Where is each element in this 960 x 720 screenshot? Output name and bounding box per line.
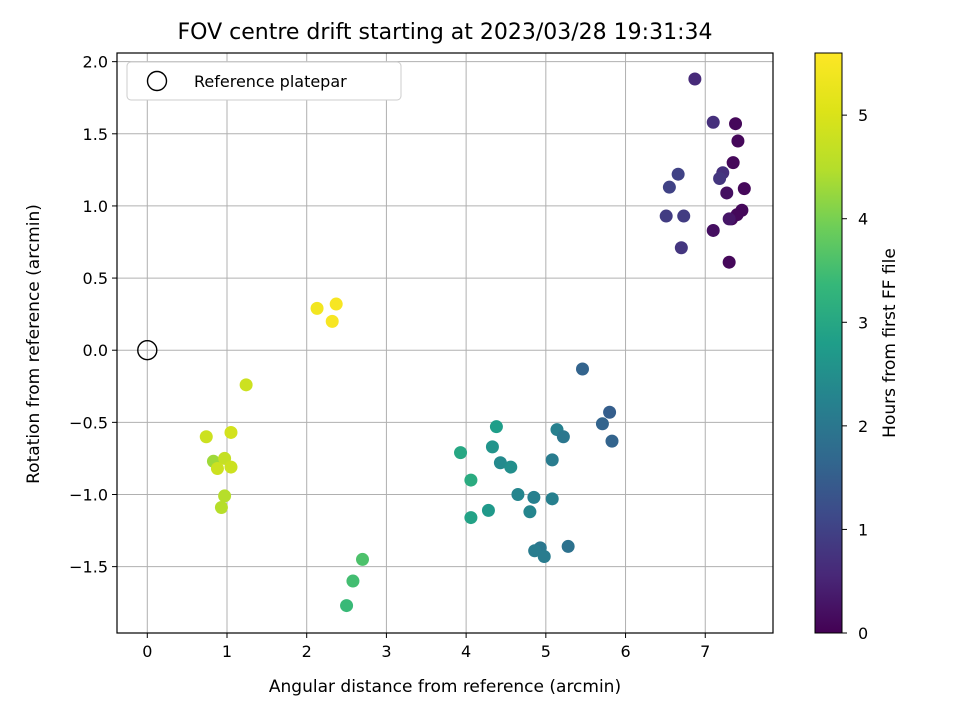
data-point	[575, 362, 589, 376]
chart-title: FOV centre drift starting at 2023/03/28 …	[178, 20, 713, 45]
x-tick-label: 7	[700, 642, 710, 661]
data-point	[677, 209, 691, 223]
data-point	[356, 552, 370, 566]
data-point	[210, 462, 224, 476]
data-point	[511, 487, 525, 501]
data-point	[662, 180, 676, 194]
plot-area-frame	[116, 52, 774, 634]
data-point	[523, 505, 537, 519]
colorbar-tick-label: 1	[858, 520, 868, 539]
data-point	[464, 511, 478, 525]
data-point	[713, 172, 727, 186]
data-point	[706, 223, 720, 237]
data-point	[556, 430, 570, 444]
legend: Reference platepar	[126, 61, 402, 101]
y-tick-label: −1.5	[69, 558, 108, 577]
x-tick-label: 1	[222, 642, 232, 661]
data-point	[731, 134, 745, 148]
data-point	[737, 182, 751, 196]
y-tick-label: −1.0	[69, 485, 108, 504]
data-point	[659, 209, 673, 223]
colorbar-label: Hours from first FF file	[880, 248, 900, 438]
data-point	[706, 115, 720, 129]
data-point	[489, 420, 503, 434]
data-point	[729, 117, 743, 131]
grid	[117, 53, 773, 633]
data-point	[595, 417, 609, 431]
data-point	[485, 440, 499, 454]
y-tick-label: 1.5	[83, 125, 108, 144]
data-point	[603, 405, 617, 419]
x-tick-label: 2	[302, 642, 312, 661]
data-point	[218, 489, 232, 503]
y-axis-label: Rotation from reference (arcmin)	[24, 204, 44, 484]
y-tick-label: 0.5	[83, 269, 108, 288]
data-point	[722, 212, 736, 226]
data-point	[671, 167, 685, 181]
data-point	[561, 539, 575, 553]
y-tick-label: −0.5	[69, 413, 108, 432]
data-point	[504, 460, 518, 474]
data-point	[346, 574, 360, 588]
x-tick-label: 6	[620, 642, 630, 661]
data-point	[481, 503, 495, 517]
x-axis-ticks: 0 1 2 3 4 5 6 7	[142, 633, 710, 661]
data-point	[688, 72, 702, 86]
colorbar-tick-label: 0	[858, 624, 868, 643]
data-point	[537, 550, 551, 564]
legend-entry-reference: Reference platepar	[194, 72, 347, 91]
data-point	[329, 297, 343, 311]
data-point	[527, 490, 541, 504]
legend-reference-marker	[146, 70, 168, 92]
data-point	[528, 544, 542, 558]
data-point	[493, 456, 507, 470]
data-point	[674, 241, 688, 255]
colorbar: 0 1 2 3 4 5 Hours from first FF file	[814, 52, 900, 643]
y-tick-label: 2.0	[83, 53, 108, 72]
data-point	[214, 500, 228, 514]
reference-platepar-marker	[137, 340, 158, 361]
colorbar-ticks: 0 1 2 3 4 5	[842, 106, 868, 643]
data-point	[224, 460, 238, 474]
y-axis-ticks: −1.5 −1.0 −0.5 0.0 0.5 1.0 1.5 2.0	[69, 53, 117, 577]
data-point	[720, 186, 734, 200]
data-points	[137, 72, 751, 613]
colorbar-tick-label: 4	[858, 210, 868, 229]
x-tick-label: 5	[541, 642, 551, 661]
data-point	[545, 453, 559, 467]
x-axis-label: Angular distance from reference (arcmin)	[269, 677, 621, 697]
data-point	[545, 492, 559, 506]
data-point	[199, 430, 213, 444]
y-tick-label: 1.0	[83, 197, 108, 216]
data-point	[726, 156, 740, 170]
data-point	[605, 434, 619, 448]
data-point	[454, 446, 468, 460]
y-tick-label: 0.0	[83, 341, 108, 360]
data-point	[239, 378, 253, 392]
data-point	[464, 473, 478, 487]
data-point	[340, 599, 354, 613]
data-point	[722, 255, 736, 269]
colorbar-gradient	[814, 52, 843, 634]
data-point	[224, 425, 238, 439]
colorbar-tick-label: 3	[858, 313, 868, 332]
colorbar-tick-label: 2	[858, 417, 868, 436]
x-tick-label: 0	[142, 642, 152, 661]
data-point	[325, 314, 339, 328]
x-tick-label: 3	[381, 642, 391, 661]
x-tick-label: 4	[461, 642, 471, 661]
colorbar-tick-label: 5	[858, 106, 868, 125]
data-point	[310, 301, 324, 315]
legend-box	[126, 61, 402, 101]
